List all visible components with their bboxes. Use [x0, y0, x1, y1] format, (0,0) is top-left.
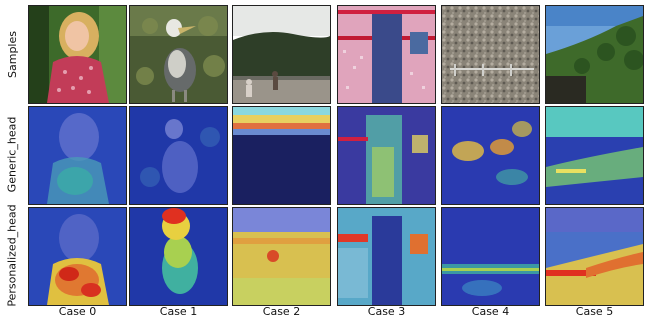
generic-head-heatmap-case-5 — [545, 106, 644, 205]
row-label-text: Generic_head — [5, 116, 19, 193]
column-label-case-4: Case 4 — [471, 305, 510, 318]
personalized-head-heatmap-case-1 — [129, 207, 228, 306]
row-label-text: Personalized_head — [5, 204, 19, 307]
column-label-case-3: Case 3 — [367, 305, 406, 318]
heatmap-overlay — [233, 208, 330, 305]
heatmap-overlay — [338, 107, 435, 204]
heatmap-overlay — [442, 107, 539, 204]
row-label-text: Samples — [5, 31, 19, 78]
row-label-personalized-head: Personalized_head — [0, 204, 24, 307]
column-label-case-2: Case 2 — [262, 305, 301, 318]
sample-image-case-4 — [441, 5, 540, 104]
row-label-samples: Samples — [0, 5, 24, 104]
generic-head-heatmap-case-0 — [28, 106, 127, 205]
heatmap-overlay — [546, 208, 643, 305]
heatmap-overlay — [233, 107, 330, 204]
generic-head-heatmap-case-4 — [441, 106, 540, 205]
generic-head-heatmap-case-3 — [337, 106, 436, 205]
personalized-head-heatmap-case-5 — [545, 207, 644, 306]
sample-image-case-1 — [129, 5, 228, 104]
generic-head-heatmap-case-1 — [129, 106, 228, 205]
sample-image-case-3 — [337, 5, 436, 104]
column-label-case-1: Case 1 — [159, 305, 198, 318]
pebbles-photo — [442, 6, 539, 103]
heatmap-overlay — [130, 107, 227, 204]
column-label-case-5: Case 5 — [575, 305, 614, 318]
heatmap-overlay — [338, 208, 435, 305]
woman-photo — [29, 6, 126, 103]
column-label-case-0: Case 0 — [58, 305, 97, 318]
row-label-generic-head: Generic_head — [0, 104, 24, 205]
generic-head-heatmap-case-2 — [232, 106, 331, 205]
hillside-photo — [546, 6, 643, 103]
sample-image-case-2 — [232, 5, 331, 104]
personalized-head-heatmap-case-2 — [232, 207, 331, 306]
heatmap-overlay — [29, 107, 126, 204]
albatross-photo — [130, 6, 227, 103]
beach-runners-photo — [233, 6, 330, 103]
sample-image-case-5 — [545, 5, 644, 104]
heatmap-overlay — [130, 208, 227, 305]
personalized-head-heatmap-case-3 — [337, 207, 436, 306]
personalized-head-heatmap-case-0 — [28, 207, 127, 306]
pink-wall-door-photo — [338, 6, 435, 103]
personalized-head-heatmap-case-4 — [441, 207, 540, 306]
heatmap-overlay — [442, 208, 539, 305]
sample-image-case-0 — [28, 5, 127, 104]
heatmap-overlay — [546, 107, 643, 204]
heatmap-overlay — [29, 208, 126, 305]
